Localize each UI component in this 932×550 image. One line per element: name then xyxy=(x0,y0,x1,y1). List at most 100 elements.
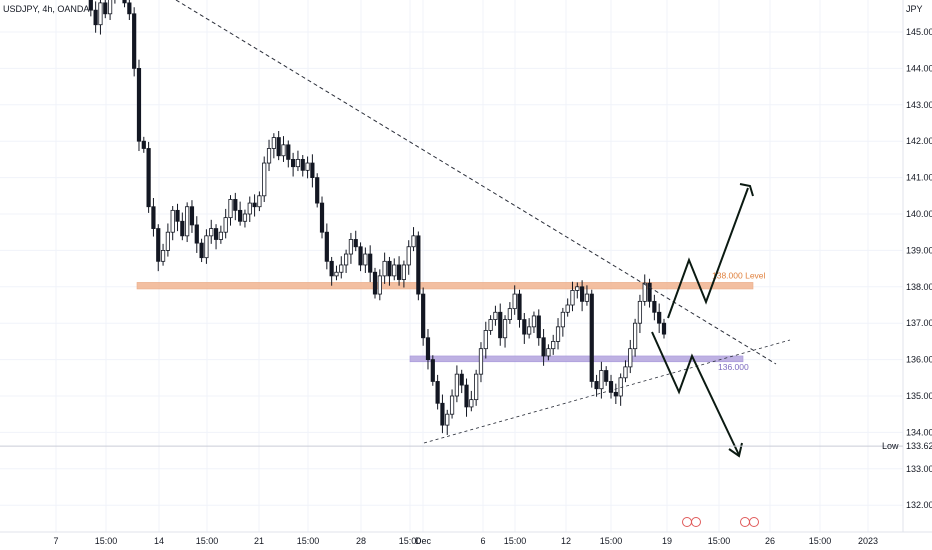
y-tick-label: 137.000 xyxy=(906,318,932,328)
candle-body xyxy=(266,148,272,164)
candle-body xyxy=(238,209,243,222)
candle-body xyxy=(353,239,358,248)
candle-body xyxy=(628,348,633,368)
event-flag-icon xyxy=(740,517,750,527)
candle-body xyxy=(377,275,382,295)
candle-body xyxy=(657,311,662,324)
candle-body xyxy=(474,373,479,401)
event-flag-icon xyxy=(749,517,759,527)
candle-body xyxy=(358,246,363,266)
candle-body xyxy=(223,217,228,233)
candle-body xyxy=(156,228,161,262)
candle-body xyxy=(127,2,132,15)
candle-body xyxy=(440,402,445,426)
y-tick-label: 145.000 xyxy=(906,27,932,37)
x-tick-label: 2023 xyxy=(858,536,878,546)
drawings xyxy=(175,0,791,458)
x-tick-label: 6 xyxy=(480,536,485,546)
descending-trendline xyxy=(175,0,777,365)
candle-body xyxy=(421,293,426,339)
candle-body xyxy=(406,246,411,266)
zone-label-1: 136.000 xyxy=(718,362,749,372)
candle-body xyxy=(633,322,638,350)
chart-title: USDJPY, 4h, OANDA xyxy=(3,4,89,14)
candle-body xyxy=(536,315,541,339)
candle-body xyxy=(580,286,585,302)
x-tick-label: 15:00 xyxy=(809,536,832,546)
axes: USDJPY, 4h, OANDA JPY Low 133.622 xyxy=(0,0,932,533)
candle-body xyxy=(343,253,349,266)
candle-body xyxy=(565,304,570,313)
candle-body xyxy=(661,322,667,335)
candle-body xyxy=(218,231,223,240)
candle-body xyxy=(642,282,647,302)
y-tick-label: 140.000 xyxy=(906,209,932,219)
y-tick-label: 136.000 xyxy=(906,355,932,365)
candle-body xyxy=(199,242,204,259)
candle-body xyxy=(189,206,195,226)
candle-body xyxy=(575,286,580,291)
candle-body xyxy=(319,202,325,233)
x-tick-label: 7 xyxy=(53,536,58,546)
candle-body xyxy=(242,213,248,222)
candle-body xyxy=(392,264,397,277)
price-zones: 138.000 Level 136.000 xyxy=(136,270,766,372)
y-tick-label: 139.000 xyxy=(906,245,932,255)
candle-body xyxy=(194,224,199,244)
candle-body xyxy=(584,293,590,302)
price-axis[interactable]: 145.000 144.000 143.000 142.000 141.000 140.0… xyxy=(906,27,932,510)
candle-body xyxy=(498,311,503,339)
y-tick-label: 143.000 xyxy=(906,100,932,110)
event-icons xyxy=(682,517,759,527)
candle-body xyxy=(425,337,431,361)
candle-body xyxy=(618,377,623,397)
candle-body xyxy=(233,199,238,211)
candle-body xyxy=(310,162,315,178)
candle-body xyxy=(589,293,594,382)
candle-body xyxy=(209,228,214,237)
candle-body xyxy=(180,220,185,237)
candle-body xyxy=(507,308,512,320)
x-tick-label: 14 xyxy=(154,536,164,546)
candle-body xyxy=(170,209,175,233)
candle-body xyxy=(363,253,368,266)
candle-body xyxy=(555,326,561,342)
candle-body xyxy=(449,395,455,415)
candle-body xyxy=(445,413,450,426)
candle-body xyxy=(430,359,435,382)
candle-body xyxy=(141,140,146,149)
candle-body xyxy=(228,199,233,219)
y-tick-label: 133.000 xyxy=(906,464,932,474)
candle-body xyxy=(185,206,190,237)
y-tick-label: 142.000 xyxy=(906,136,932,146)
x-tick-label: Dec xyxy=(415,536,432,546)
candle-body xyxy=(295,158,301,168)
candle-body xyxy=(469,399,474,408)
candle-body xyxy=(411,235,416,248)
x-tick-label: 15:00 xyxy=(196,536,219,546)
x-tick-label: 15:00 xyxy=(399,536,422,546)
candle-body xyxy=(637,300,643,324)
candle-body xyxy=(103,2,108,15)
x-tick-label: 26 xyxy=(765,536,775,546)
candle-body xyxy=(401,264,407,280)
candle-body xyxy=(594,381,599,390)
bullish-arrow-head xyxy=(739,183,754,197)
candle-body xyxy=(132,13,137,69)
x-tick-label: 15:00 xyxy=(95,536,118,546)
candle-body xyxy=(324,231,329,262)
candle-body xyxy=(286,144,291,160)
event-flag-icon xyxy=(682,517,692,527)
candle-body xyxy=(291,158,296,168)
candle-body xyxy=(107,0,113,15)
zone-label-0: 138.000 Level xyxy=(712,270,766,280)
candle-body xyxy=(247,202,252,215)
candle-body xyxy=(372,271,378,295)
y-tick-label: 138.000 xyxy=(906,282,932,292)
candle-body xyxy=(396,264,402,280)
candle-body xyxy=(608,381,614,393)
candle-body xyxy=(488,319,493,331)
candle-body xyxy=(459,373,464,386)
